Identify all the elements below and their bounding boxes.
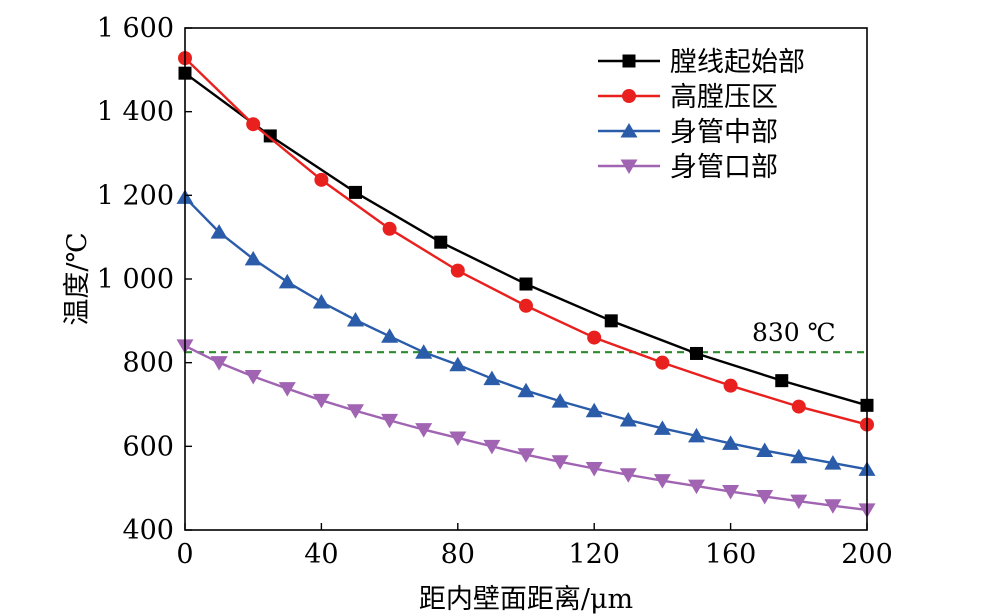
data-point-3-17: [756, 490, 774, 505]
data-point-0-4: [519, 277, 533, 291]
data-point-3-18: [790, 494, 808, 510]
data-point-3-11: [551, 455, 569, 470]
data-point-2-13: [619, 411, 637, 427]
data-point-3-10: [517, 448, 535, 463]
legend-marker-3: [620, 159, 638, 174]
data-point-3-9: [483, 439, 501, 455]
data-point-2-2: [244, 250, 262, 266]
data-point-1-4: [450, 263, 465, 278]
series-0: [178, 66, 874, 412]
data-point-0-7: [775, 374, 789, 388]
legend-label-2: 身管中部: [670, 117, 778, 148]
data-point-2-8: [449, 356, 467, 372]
legend-marker-2: [620, 123, 638, 138]
data-point-3-1: [210, 356, 228, 371]
y-tick-label-6: 1 600: [97, 13, 174, 44]
series-line-3: [184, 344, 868, 512]
legend-label-0: 膛线起始部: [670, 47, 805, 78]
series-line-1: [184, 57, 868, 426]
data-point-0-1: [263, 129, 277, 143]
data-point-2-4: [312, 294, 330, 309]
series-3: [176, 339, 876, 518]
legend-item-0: 膛线起始部: [598, 47, 805, 78]
x-tick-label-4: 160: [705, 539, 757, 570]
data-point-2-7: [415, 344, 433, 359]
data-point-3-14: [653, 474, 671, 489]
data-point-3-2: [244, 369, 262, 385]
y-tick-label-2: 800: [122, 348, 174, 379]
legend-label-3: 身管口部: [670, 152, 778, 183]
data-point-2-10: [517, 382, 535, 398]
data-point-2-18: [790, 448, 808, 464]
series-layer: [176, 51, 876, 518]
axes-layer: 0 40 80 120 160 200 400 600 800 1 000 1 200 1 400 1 …: [97, 13, 893, 570]
data-point-3-5: [347, 404, 364, 419]
data-point-2-11: [551, 393, 569, 408]
data-point-2-17: [756, 442, 774, 458]
data-point-3-7: [415, 423, 433, 438]
data-point-3-12: [585, 462, 603, 477]
data-point-1-1: [246, 117, 261, 132]
y-tick-label-4: 1 200: [97, 180, 174, 211]
data-point-3-15: [688, 479, 705, 495]
x-tick-label-1: 40: [304, 539, 338, 570]
series-2: [176, 189, 876, 476]
legend-marker-1: [622, 89, 636, 103]
x-tick-label-3: 120: [568, 539, 620, 570]
data-point-1-5: [519, 298, 533, 313]
x-axis-title: 距内壁面距离/μm: [419, 584, 633, 615]
data-point-2-6: [381, 328, 399, 343]
data-point-2-3: [278, 273, 296, 289]
data-point-1-7: [655, 355, 670, 370]
data-point-1-8: [723, 378, 738, 393]
y-tick-label-0: 400: [122, 515, 174, 546]
legend-item-1: 高膛压区: [598, 82, 778, 113]
data-point-2-15: [688, 427, 705, 443]
data-point-0-2: [349, 185, 362, 199]
data-point-3-13: [619, 468, 637, 483]
legend-item-2: 身管中部: [598, 117, 778, 148]
data-point-1-3: [382, 221, 397, 236]
y-tick-label-1: 600: [122, 431, 174, 462]
data-point-3-6: [381, 413, 399, 429]
x-tick-label-5: 200: [841, 539, 893, 570]
data-point-1-6: [587, 330, 602, 345]
y-axis-title: 温度/℃: [62, 232, 93, 325]
data-point-1-2: [314, 172, 329, 187]
data-point-3-16: [722, 485, 740, 500]
data-point-0-6: [690, 346, 703, 360]
data-point-2-9: [483, 370, 501, 386]
data-point-3-4: [312, 393, 330, 409]
data-point-2-5: [347, 311, 364, 327]
data-point-1-9: [791, 399, 806, 414]
data-point-3-19: [824, 499, 842, 514]
y-tick-label-5: 1 400: [97, 97, 174, 128]
data-point-3-3: [278, 382, 296, 397]
legend-marker-0: [622, 54, 636, 68]
data-point-2-14: [653, 420, 671, 435]
data-point-0-3: [434, 235, 448, 249]
reference-line-label: 830 ℃: [752, 318, 836, 347]
data-point-2-12: [585, 402, 603, 418]
x-tick-label-0: 0: [176, 539, 193, 570]
data-point-2-16: [722, 435, 740, 450]
legend-label-1: 高膛压区: [670, 82, 778, 113]
data-point-2-19: [824, 455, 842, 470]
legend-item-3: 身管口部: [598, 152, 778, 183]
x-tick-label-2: 80: [441, 539, 475, 570]
data-point-3-8: [449, 431, 467, 446]
series-1: [178, 51, 874, 432]
data-point-0-5: [604, 314, 618, 328]
data-point-2-1: [210, 224, 228, 239]
y-tick-label-3: 1 000: [97, 264, 174, 295]
